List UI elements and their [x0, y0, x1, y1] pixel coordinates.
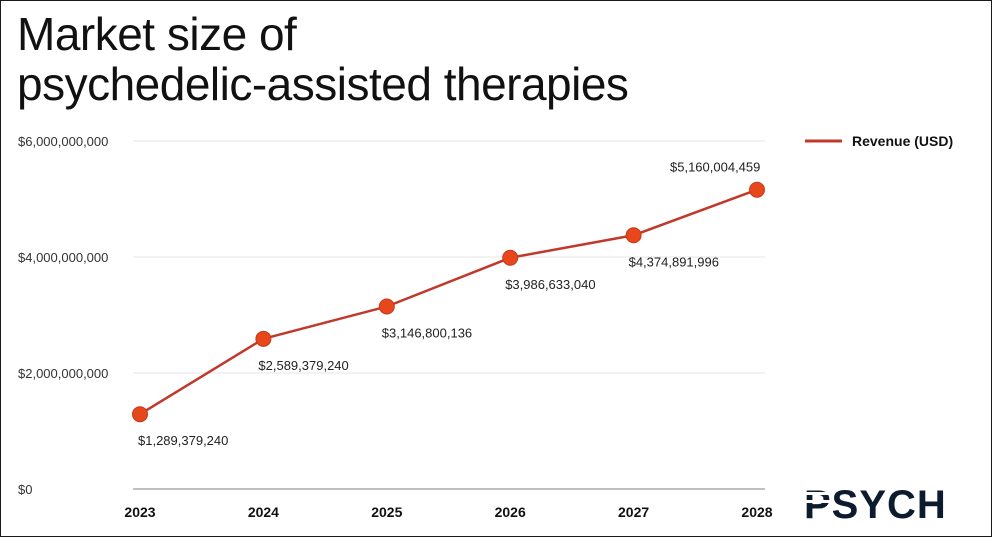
data-labels: $1,289,379,240 $2,589,379,240 $3,146,800,1…	[138, 160, 760, 448]
data-point	[625, 227, 642, 244]
logo-text: PSYCH	[804, 483, 947, 527]
data-point	[502, 249, 519, 266]
data-label: $3,146,800,136	[382, 325, 472, 340]
data-point	[378, 298, 395, 315]
data-label: $4,374,891,996	[629, 254, 719, 269]
y-tick-label: $2,000,000,000	[18, 366, 108, 381]
series-line	[139, 188, 758, 416]
x-axis-ticks: 2023 2024 2025 2026 2027 2028	[124, 504, 772, 520]
y-tick-label: $6,000,000,000	[18, 134, 108, 149]
legend: Revenue (USD)	[805, 133, 953, 149]
data-label: $1,289,379,240	[138, 433, 228, 448]
x-tick-label: 2026	[495, 504, 526, 520]
x-tick-label: 2023	[124, 504, 155, 520]
chart-title: Market size of psychedelic-assisted ther…	[17, 8, 629, 110]
data-point	[749, 181, 765, 198]
data-label: $5,160,004,459	[670, 160, 760, 175]
psych-logo: PSYCH	[802, 483, 947, 527]
series-revenue	[132, 181, 765, 423]
y-tick-label: $4,000,000,000	[18, 250, 108, 265]
x-tick-label: 2028	[741, 504, 772, 520]
logo-stripe-1	[802, 492, 832, 495]
x-tick-label: 2027	[618, 504, 649, 520]
data-point	[255, 330, 272, 347]
chart-title-line-1: Market size of	[17, 8, 297, 60]
x-tick-label: 2024	[248, 504, 279, 520]
data-label: $2,589,379,240	[258, 358, 348, 373]
chart-gridlines	[133, 140, 765, 490]
legend-label: Revenue (USD)	[852, 133, 953, 149]
x-tick-label: 2025	[371, 504, 402, 520]
y-axis-ticks: $0 $2,000,000,000 $4,000,000,000 $6,000,000…	[18, 134, 108, 497]
chart-title-line-2: psychedelic-assisted therapies	[17, 58, 629, 110]
y-tick-label: $0	[18, 482, 32, 497]
data-label: $3,986,633,040	[505, 277, 595, 292]
logo-stripe-2	[802, 500, 832, 503]
data-point	[132, 406, 148, 423]
